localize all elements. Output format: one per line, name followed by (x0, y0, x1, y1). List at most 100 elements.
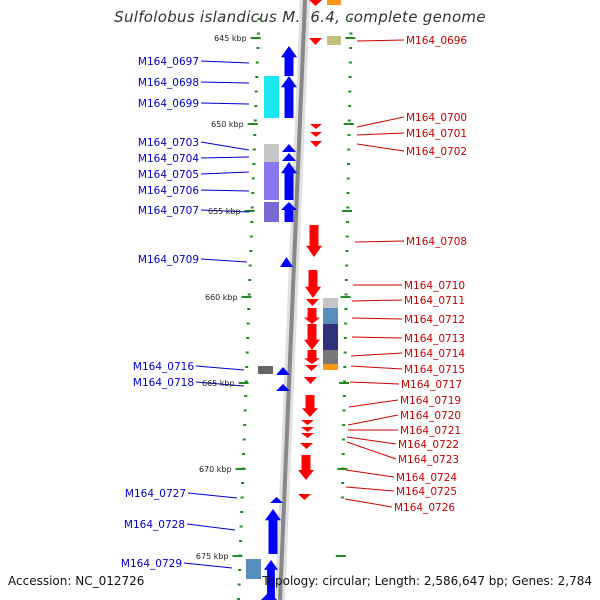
right-gene-label: M164_0696 (406, 35, 467, 47)
left-gene-label: M164_0705 (138, 169, 199, 181)
right-leader-line (356, 116, 405, 128)
right-gene-label: M164_0710 (404, 280, 465, 292)
right-leader-line (345, 486, 395, 492)
right-gene-label: M164_0724 (396, 472, 457, 484)
right-gene-label: M164_0715 (404, 364, 465, 376)
forward-scale-dot (237, 583, 241, 586)
forward-gene-arrow (281, 76, 297, 118)
reverse-scale-dot (342, 424, 346, 426)
reverse-gene-marker (301, 433, 314, 438)
reverse-gene-marker (310, 124, 322, 129)
left-gene-label: M164_0727 (125, 488, 186, 500)
forward-scale-dot (255, 76, 259, 78)
scale-tick-label: 665 kbp (202, 379, 235, 388)
backbone-line (278, 0, 307, 600)
reverse-scale-dot (348, 61, 352, 64)
forward-scale-dot (249, 235, 253, 238)
left-gene-label: M164_0729 (121, 558, 182, 570)
left-leader-line (200, 141, 250, 151)
reverse-gene-arrow (306, 225, 322, 257)
reverse-scale-dot (347, 148, 351, 151)
reverse-gene-marker (310, 132, 322, 137)
forward-scale-dot (251, 177, 255, 180)
right-gene-label: M164_0712 (404, 314, 465, 326)
right-leader-line (351, 299, 403, 302)
right-gene-label: M164_0700 (406, 112, 467, 124)
left-leader-line (195, 381, 245, 387)
reverse-scale-dot (343, 380, 346, 383)
right-leader-line (356, 143, 405, 152)
right-leader-line (348, 399, 399, 408)
right-gene-label: M164_0721 (400, 425, 461, 437)
forward-gene-marker (261, 592, 277, 600)
reverse-gene-marker (309, 0, 322, 6)
cog-color-box (327, 36, 341, 45)
forward-scale-dot (256, 47, 260, 49)
reverse-scale-dot (345, 221, 349, 223)
forward-scale-dot (247, 308, 251, 310)
left-gene-label: M164_0706 (138, 185, 199, 197)
right-leader-line (351, 336, 403, 339)
left-gene-label: M164_0697 (138, 56, 199, 68)
forward-scale-dot (250, 221, 254, 223)
forward-gene-arrow (264, 560, 278, 600)
left-leader-line (200, 258, 248, 263)
cog-color-box (323, 350, 338, 364)
forward-scale-dot (253, 134, 257, 136)
reverse-scale-dot (347, 119, 351, 122)
left-gene-label: M164_0709 (138, 254, 199, 266)
left-leader-line (200, 189, 250, 192)
reverse-scale-dot (349, 18, 353, 20)
forward-scale-dot (254, 105, 258, 107)
topology-text: Topology: circular; Length: 2,586,647 bp… (262, 574, 592, 588)
reverse-scale-dot (345, 250, 349, 252)
forward-scale-dot (245, 351, 249, 354)
forward-gene-arrow (281, 162, 297, 200)
right-gene-label: M164_0723 (398, 454, 459, 466)
reverse-scale-dot (341, 453, 345, 455)
right-leader-line (346, 436, 397, 445)
right-leader-line (347, 414, 399, 426)
right-leader-line (345, 469, 395, 478)
reverse-scale-dot (343, 337, 347, 339)
reverse-gene-marker (298, 494, 311, 500)
left-gene-label: M164_0718 (133, 377, 194, 389)
reverse-gene-marker (300, 443, 313, 449)
cog-color-box (323, 324, 338, 350)
reverse-gene-arrow (305, 270, 321, 298)
reverse-scale-dot (342, 395, 346, 397)
forward-scale-dot (239, 525, 243, 528)
forward-scale-dot (240, 511, 244, 513)
right-leader-line (346, 441, 397, 460)
right-gene-label: M164_0714 (404, 348, 465, 360)
forward-scale-dot (246, 337, 250, 339)
left-gene-label: M164_0716 (133, 361, 194, 373)
right-gene-label: M164_0717 (401, 379, 462, 391)
right-leader-line (354, 240, 405, 243)
reverse-scale-dot (345, 235, 349, 238)
forward-scale-dot (251, 192, 255, 194)
reverse-gene-marker (309, 38, 322, 45)
cog-color-box (323, 364, 338, 370)
forward-gene-arrow (281, 46, 297, 76)
reverse-scale-dot (348, 76, 352, 78)
forward-gene-marker (282, 144, 296, 152)
reverse-gene-arrow (304, 308, 320, 324)
forward-scale-dot (237, 598, 241, 600)
forward-scale-dot (255, 61, 259, 64)
scale-tick-label: 675 kbp (196, 552, 229, 561)
right-gene-label: M164_0722 (398, 439, 459, 451)
left-gene-label: M164_0728 (124, 519, 185, 531)
reverse-scale-dot (343, 366, 347, 368)
forward-gene-marker (280, 257, 293, 267)
reverse-scale-dot (346, 192, 350, 194)
forward-scale-dot (241, 482, 245, 484)
right-leader-line (356, 39, 405, 42)
reverse-scale-dot (340, 496, 344, 499)
left-leader-line (200, 209, 250, 213)
forward-gene-marker (270, 497, 283, 503)
left-leader-line (186, 523, 236, 531)
left-leader-line (200, 81, 250, 84)
left-gene-label: M164_0707 (138, 205, 199, 217)
cog-color-box (264, 144, 279, 162)
